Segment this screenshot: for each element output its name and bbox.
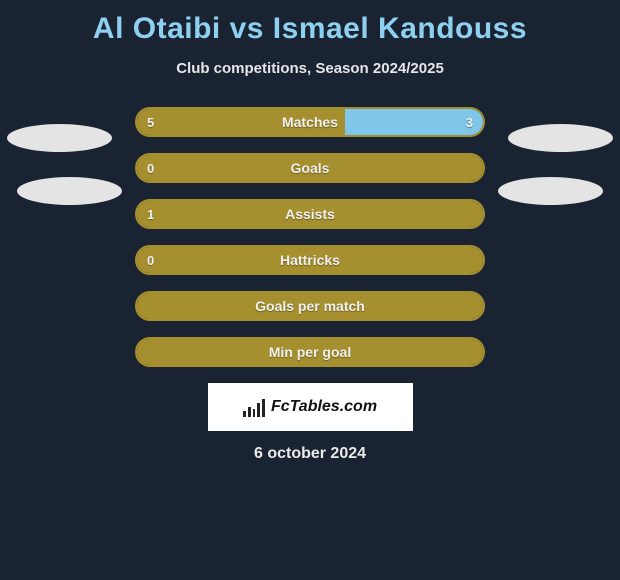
stat-label: Hattricks (137, 247, 483, 273)
stat-row: Assists1 (135, 199, 485, 229)
stat-label: Min per goal (137, 339, 483, 365)
stat-value-left: 1 (147, 201, 154, 227)
player-left-ellipse-1 (7, 124, 112, 152)
stat-label: Goals per match (137, 293, 483, 319)
brand-box: FcTables.com (208, 383, 413, 431)
brand-text: FcTables.com (271, 398, 377, 416)
subtitle: Club competitions, Season 2024/2025 (0, 60, 620, 77)
player-left-ellipse-2 (17, 177, 122, 205)
stat-value-right: 3 (466, 109, 473, 135)
stat-value-left: 0 (147, 155, 154, 181)
stat-label: Matches (137, 109, 483, 135)
player-right-ellipse-2 (498, 177, 603, 205)
page-title: Al Otaibi vs Ismael Kandouss (0, 0, 620, 46)
stat-row: Min per goal (135, 337, 485, 367)
stat-label: Goals (137, 155, 483, 181)
stat-label: Assists (137, 201, 483, 227)
player-right-ellipse-1 (508, 124, 613, 152)
stats-container: Matches53Goals0Assists1Hattricks0Goals p… (135, 107, 485, 367)
date-text: 6 october 2024 (0, 445, 620, 463)
stat-value-left: 0 (147, 247, 154, 273)
stat-value-left: 5 (147, 109, 154, 135)
stat-row: Goals per match (135, 291, 485, 321)
stat-row: Hattricks0 (135, 245, 485, 275)
bar-chart-icon (243, 397, 265, 417)
stat-row: Goals0 (135, 153, 485, 183)
stat-row: Matches5 3 (135, 107, 485, 137)
